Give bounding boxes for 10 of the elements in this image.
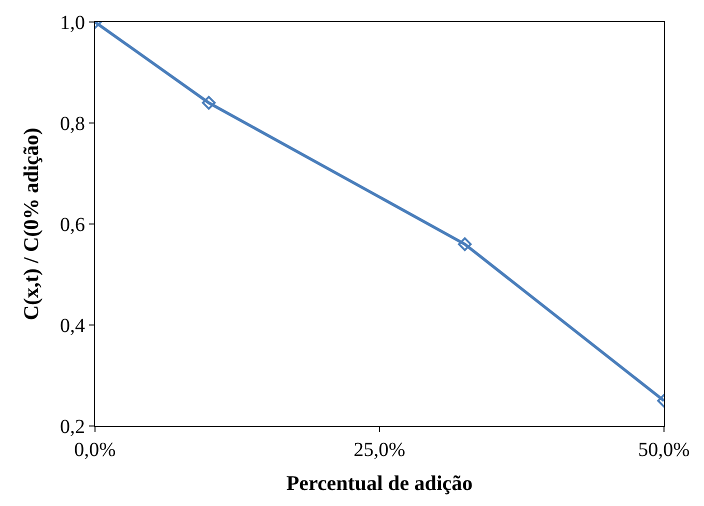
- x-tick-label: 0,0%: [74, 439, 116, 461]
- y-tick-label: 0,6: [60, 214, 85, 236]
- y-tick-label: 0,4: [60, 315, 85, 337]
- x-tick-label: 50,0%: [638, 439, 690, 461]
- y-tick-label: 0,8: [60, 113, 85, 135]
- y-tick-label: 1,0: [60, 12, 85, 34]
- y-tick-label: 0,2: [60, 416, 85, 438]
- y-axis-title: C(x,t) / C(0% adição): [19, 128, 44, 320]
- x-tick-label: 25,0%: [354, 439, 406, 461]
- x-axis-title: Percentual de adição: [286, 471, 473, 496]
